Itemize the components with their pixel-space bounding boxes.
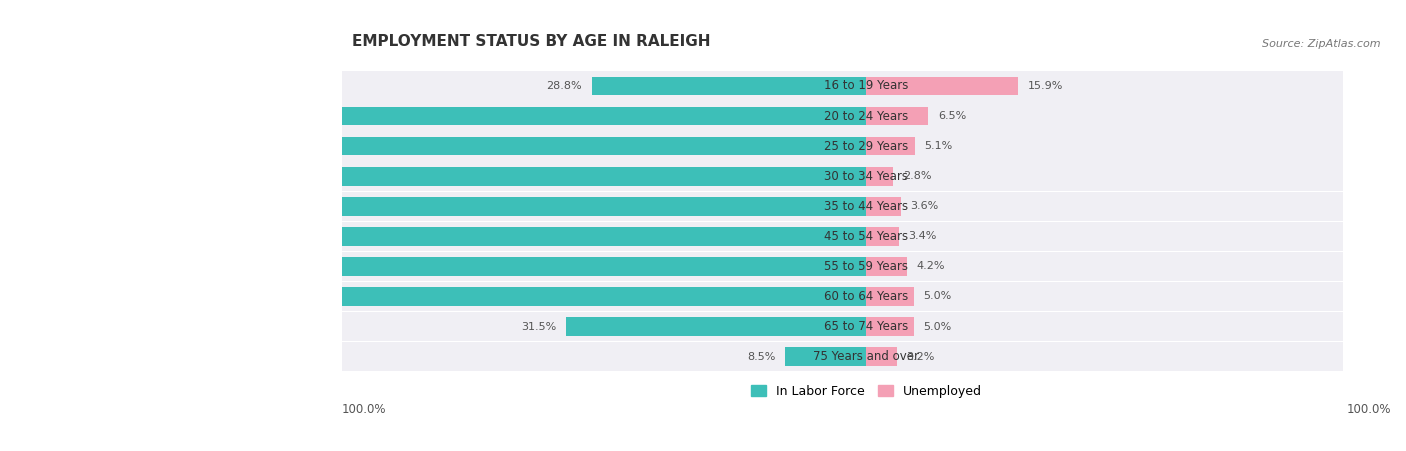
Text: 20 to 24 Years: 20 to 24 Years — [824, 110, 908, 123]
Bar — [866, 257, 907, 276]
Text: 55 to 59 Years: 55 to 59 Years — [824, 260, 908, 273]
Bar — [41, 197, 866, 216]
Bar — [866, 137, 915, 156]
Text: 5.0%: 5.0% — [924, 291, 952, 301]
Bar — [0, 282, 1343, 311]
Text: Source: ZipAtlas.com: Source: ZipAtlas.com — [1261, 39, 1381, 49]
Bar — [866, 77, 1018, 95]
Bar — [32, 167, 866, 185]
Bar — [0, 101, 1343, 131]
Bar — [0, 161, 1343, 191]
Text: 72.2%: 72.2% — [187, 111, 226, 121]
Bar — [0, 221, 1343, 251]
Bar — [0, 192, 1343, 221]
Bar — [257, 287, 866, 306]
Bar — [72, 227, 866, 246]
Text: 3.6%: 3.6% — [910, 201, 939, 211]
Bar — [0, 252, 1343, 281]
Bar — [866, 197, 901, 216]
Text: 8.5%: 8.5% — [748, 352, 776, 362]
Text: 87.4%: 87.4% — [42, 171, 82, 181]
Bar — [866, 227, 898, 246]
Text: 6.5%: 6.5% — [938, 111, 966, 121]
Bar — [134, 257, 866, 276]
Text: 60 to 64 Years: 60 to 64 Years — [824, 290, 908, 303]
Text: 30 to 34 Years: 30 to 34 Years — [824, 170, 908, 183]
Bar — [866, 167, 893, 185]
Text: EMPLOYMENT STATUS BY AGE IN RALEIGH: EMPLOYMENT STATUS BY AGE IN RALEIGH — [353, 34, 711, 49]
Text: 3.2%: 3.2% — [907, 352, 935, 362]
Text: 2.8%: 2.8% — [903, 171, 931, 181]
Text: 45 to 54 Years: 45 to 54 Years — [824, 230, 908, 243]
Bar — [786, 347, 866, 366]
Legend: In Labor Force, Unemployed: In Labor Force, Unemployed — [747, 380, 987, 403]
Bar — [177, 107, 866, 125]
Bar — [866, 107, 928, 125]
Bar — [592, 77, 866, 95]
Text: 3.4%: 3.4% — [908, 231, 936, 241]
Text: 89.0%: 89.0% — [27, 141, 66, 151]
Bar — [866, 317, 914, 336]
Text: 76.8%: 76.8% — [143, 262, 183, 272]
Text: 65 to 74 Years: 65 to 74 Years — [824, 320, 908, 333]
Text: 15.9%: 15.9% — [1028, 81, 1063, 91]
Text: 35 to 44 Years: 35 to 44 Years — [824, 200, 908, 213]
Text: 83.3%: 83.3% — [82, 231, 120, 241]
Text: 5.1%: 5.1% — [925, 141, 953, 151]
Text: 25 to 29 Years: 25 to 29 Years — [824, 140, 908, 152]
Text: 4.2%: 4.2% — [917, 262, 945, 272]
Bar — [18, 137, 866, 156]
Text: 100.0%: 100.0% — [342, 403, 387, 416]
Bar — [0, 342, 1343, 371]
Text: 86.6%: 86.6% — [51, 201, 89, 211]
Bar — [0, 71, 1343, 101]
Text: 28.8%: 28.8% — [547, 81, 582, 91]
Text: 75 Years and over: 75 Years and over — [814, 350, 920, 363]
Bar — [0, 131, 1343, 161]
Bar — [866, 347, 897, 366]
Bar — [866, 287, 914, 306]
Text: 31.5%: 31.5% — [522, 322, 557, 331]
Text: 63.8%: 63.8% — [267, 291, 307, 301]
Text: 5.0%: 5.0% — [924, 322, 952, 331]
Text: 16 to 19 Years: 16 to 19 Years — [824, 79, 908, 92]
Bar — [567, 317, 866, 336]
Text: 100.0%: 100.0% — [1347, 403, 1391, 416]
Bar — [0, 312, 1343, 341]
